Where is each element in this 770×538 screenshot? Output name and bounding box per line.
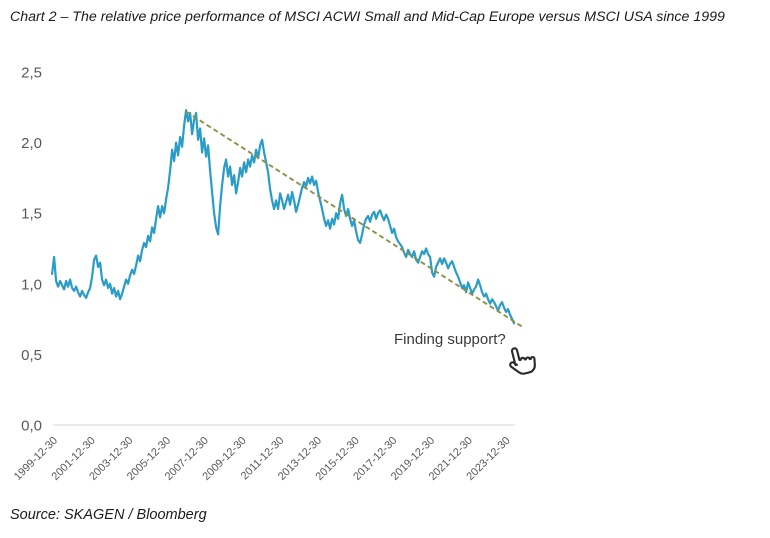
trendline — [185, 110, 524, 328]
source-note: Source: SKAGEN / Bloomberg — [10, 507, 207, 523]
y-axis-tick-label: 2,0 — [21, 135, 42, 152]
chart-title: Chart 2 – The relative price performance… — [10, 9, 725, 25]
price-series-line — [50, 108, 516, 325]
hand-cursor-icon — [509, 347, 536, 375]
y-axis-tick-label: 0,5 — [21, 347, 42, 364]
y-axis-tick-label: 1,0 — [21, 276, 42, 293]
y-axis-tick-label: 1,5 — [21, 206, 42, 223]
annotation-finding-support: Finding support? — [394, 331, 506, 348]
y-axis-tick-label: 0,0 — [21, 418, 42, 435]
y-axis-tick-label: 2,5 — [21, 65, 42, 82]
